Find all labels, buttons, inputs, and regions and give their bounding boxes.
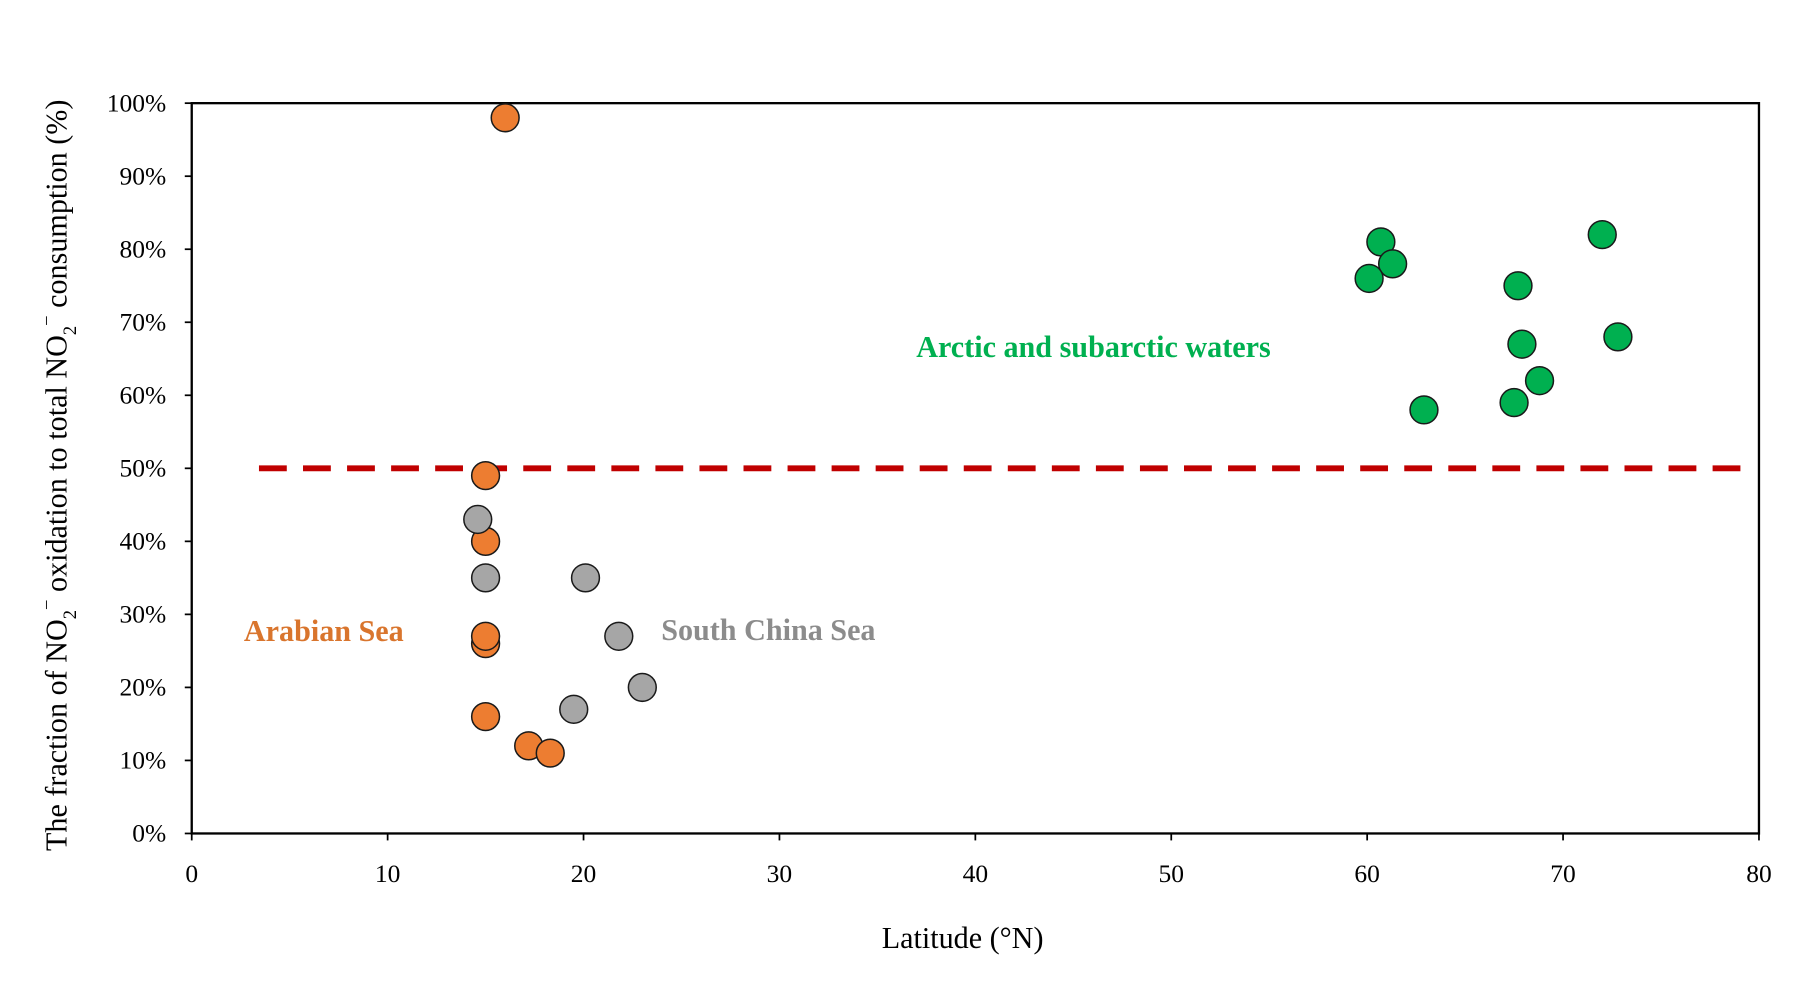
y-tick-label: 100%	[107, 88, 167, 117]
point-arctic-and-subarctic-waters	[1603, 322, 1633, 352]
point-south-china-sea	[559, 694, 589, 724]
y-axis-label: The fraction of NO2− oxidation to total …	[37, 100, 81, 851]
x-axis: 0 10 20 30 40 50 60 70 80	[185, 833, 1772, 888]
point-arctic-and-subarctic-waters	[1354, 263, 1384, 294]
y-tick-label: 90%	[119, 161, 166, 190]
annotation-arctic: Arctic and subarctic waters	[916, 330, 1270, 364]
point-arctic-and-subarctic-waters	[1409, 395, 1439, 425]
x-tick-label: 0	[185, 859, 198, 888]
y-tick-label: 60%	[119, 380, 166, 409]
x-tick-label: 60	[1354, 859, 1380, 888]
point-arctic-and-subarctic-waters	[1524, 366, 1555, 396]
x-tick-label: 40	[963, 859, 989, 888]
x-tick-label: 20	[571, 859, 597, 888]
point-south-china-sea	[627, 672, 657, 703]
point-south-china-sea	[463, 504, 493, 535]
annotation-arabian-sea: Arabian Sea	[244, 614, 404, 648]
point-arctic-and-subarctic-waters	[1377, 249, 1408, 279]
annotation-south-china-sea: South China Sea	[661, 613, 875, 647]
x-tick-label: 80	[1746, 859, 1771, 888]
x-tick-label: 30	[767, 859, 793, 888]
x-tick-label: 50	[1159, 859, 1185, 888]
point-south-china-sea	[470, 563, 501, 593]
y-tick-label: 20%	[119, 673, 166, 702]
y-tick-label: 10%	[119, 746, 166, 775]
y-axis: 0% 10% 20% 30% 40% 50% 60% 70% 80% 90% 100%	[107, 88, 192, 848]
point-arabian-sea	[535, 738, 565, 768]
point-south-china-sea	[570, 563, 601, 593]
x-tick-label: 70	[1550, 859, 1576, 888]
point-arctic-and-subarctic-waters	[1587, 219, 1617, 250]
data-points	[463, 103, 1633, 768]
x-axis-label: Latitude (°N)	[882, 921, 1044, 955]
x-tick-label: 10	[375, 859, 400, 888]
y-tick-label: 30%	[119, 599, 166, 628]
point-arabian-sea	[490, 103, 520, 133]
point-arabian-sea	[470, 621, 501, 651]
point-arabian-sea	[470, 701, 501, 732]
point-south-china-sea	[604, 621, 634, 651]
point-arctic-and-subarctic-waters	[1507, 329, 1537, 359]
y-tick-label: 50%	[119, 453, 166, 482]
point-arabian-sea	[470, 460, 501, 491]
y-tick-label: 0%	[132, 819, 166, 848]
y-tick-label: 70%	[119, 307, 166, 336]
y-tick-label: 40%	[119, 526, 166, 555]
point-arctic-and-subarctic-waters	[1503, 271, 1533, 301]
y-tick-label: 80%	[119, 234, 166, 263]
point-arctic-and-subarctic-waters	[1499, 387, 1529, 418]
